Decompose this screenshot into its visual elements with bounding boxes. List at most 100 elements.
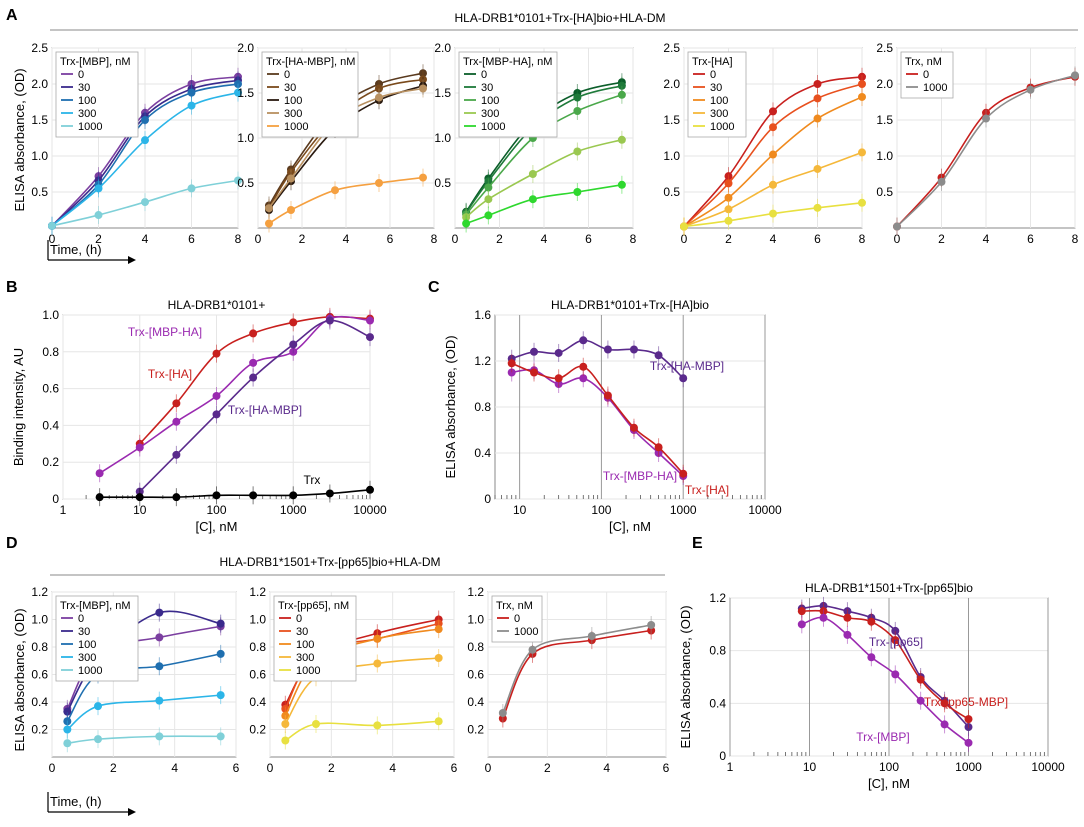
curve-label: Trx-[HA-MBP] <box>228 403 302 417</box>
data-point <box>891 670 900 679</box>
x-tick-label: 1000 <box>955 760 982 774</box>
data-point <box>141 116 149 124</box>
x-tick-label: 0 <box>267 761 274 775</box>
data-point <box>94 184 103 193</box>
curve-label: Trx-[HA] <box>148 367 192 381</box>
y-tick-label: 0.8 <box>474 400 491 414</box>
group-header-a: HLA-DRB1*0101+Trx-[HA]bio+HLA-DM <box>455 11 666 25</box>
y-tick-label: 0.4 <box>709 696 726 710</box>
data-point <box>940 720 949 729</box>
curve-label: Trx <box>304 473 321 487</box>
data-point <box>1026 85 1035 94</box>
data-point <box>373 721 382 730</box>
curve-label: Trx-[HA] <box>685 483 729 497</box>
legend-entry: 1000 <box>481 121 505 133</box>
data-point <box>858 148 866 157</box>
y-tick-label: 0.4 <box>474 446 491 460</box>
data-point <box>573 188 582 196</box>
x-tick-label: 6 <box>585 232 592 246</box>
data-point <box>172 493 181 502</box>
data-point <box>249 373 258 382</box>
legend-entry: 30 <box>710 82 722 94</box>
x-tick-label: 8 <box>1072 232 1079 246</box>
data-point <box>579 362 588 371</box>
x-tick-label: 6 <box>814 232 821 246</box>
x-tick-label: 2 <box>725 232 732 246</box>
legend-entry: 0 <box>481 69 487 81</box>
y-tick-label: 2.5 <box>663 41 680 55</box>
x-tick-label: 6 <box>451 761 458 775</box>
curve-label: Trx-[pp65-MBP] <box>924 695 1008 709</box>
data-point <box>769 209 777 218</box>
x-tick-label: 0 <box>485 761 492 775</box>
data-point <box>63 739 72 748</box>
data-point <box>373 634 382 643</box>
y-tick-label: 0.2 <box>42 455 59 469</box>
data-point <box>573 147 582 156</box>
panel-label-d: D <box>6 535 18 552</box>
data-point <box>617 90 626 99</box>
data-point <box>530 347 539 356</box>
y-tick-label: 1.6 <box>474 308 491 322</box>
y-tick-label: 2.5 <box>876 41 893 55</box>
data-point <box>312 720 320 728</box>
data-point <box>498 709 507 717</box>
data-point <box>375 93 383 102</box>
legend-title: Trx-[HA-MBP], nM <box>266 56 355 68</box>
data-point <box>216 732 225 741</box>
data-point <box>281 736 290 745</box>
legend-entry: 100 <box>78 95 96 107</box>
y-tick-label: 1.5 <box>434 86 451 100</box>
data-point <box>172 450 181 459</box>
data-point <box>212 391 221 400</box>
panel-label-a: A <box>6 7 18 24</box>
x-tick-label: 2 <box>328 761 335 775</box>
x-tick-label: 4 <box>142 232 149 246</box>
y-tick-label: 0.8 <box>31 640 48 654</box>
y-axis-label: Binding intensity, AU <box>11 348 26 466</box>
data-point <box>419 173 427 182</box>
data-point <box>528 645 537 654</box>
x-tick-label: 6 <box>663 761 670 775</box>
data-point <box>212 491 221 500</box>
x-tick-label: 8 <box>431 232 438 246</box>
legend-title: Trx-[MBP], nM <box>60 600 130 612</box>
x-tick-label: 10 <box>133 503 147 517</box>
x-tick-label: 2 <box>496 232 503 246</box>
panel-label-c: C <box>428 279 440 296</box>
data-point <box>813 114 822 123</box>
data-point <box>813 164 822 173</box>
time-arrow-a <box>47 240 136 264</box>
series-1000 <box>462 175 626 233</box>
x-tick-label: 1 <box>727 760 734 774</box>
data-point <box>940 699 949 708</box>
data-point <box>893 222 901 231</box>
x-tick-label: 100 <box>879 760 899 774</box>
chart-e: 0 0.4 0.8 1.2 1 10 100 1000 10000 HLA-DRB1*1501+T… <box>678 581 1065 791</box>
legend-entry: 100 <box>284 95 302 107</box>
y-tick-label: 1.0 <box>434 131 451 145</box>
series-line <box>66 694 221 731</box>
series-line <box>67 735 221 745</box>
legend-entry: 1000 <box>710 121 734 133</box>
legend-entry: 1000 <box>284 121 308 133</box>
data-point <box>813 203 822 212</box>
data-point <box>375 179 383 187</box>
y-tick-label: 0.2 <box>467 723 484 737</box>
legend-entry: 1000 <box>923 82 947 94</box>
x-tick-label: 4 <box>603 761 610 775</box>
x-tick-label: 0 <box>49 232 56 246</box>
data-point <box>212 410 221 419</box>
series-line <box>502 624 652 714</box>
data-point <box>867 617 876 626</box>
legend-box <box>900 51 954 99</box>
y-tick-label: 1.0 <box>237 131 254 145</box>
y-tick-label: 1.2 <box>709 591 726 605</box>
y-tick-label: 2.0 <box>237 41 254 55</box>
chart-c: 0 0.4 0.8 1.2 1.6 10 100 1000 10000 HLA-DRB1*0101… <box>443 298 782 534</box>
data-point <box>155 608 164 617</box>
data-point <box>135 443 144 452</box>
